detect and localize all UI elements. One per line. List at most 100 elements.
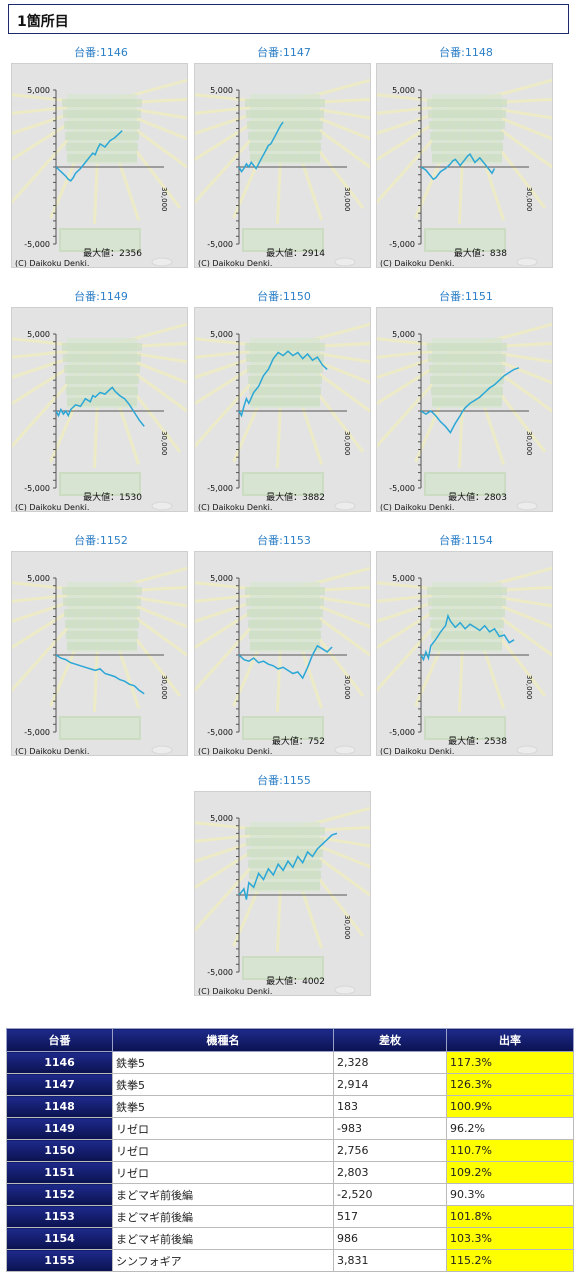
- max-value-label: 最大値：752: [272, 735, 325, 747]
- max-value-label: 最大値：3882: [266, 491, 325, 503]
- y-tick-label-bottom: -5,000: [389, 484, 415, 493]
- slump-graph: 5,000 -5,000 30,000 最大値：4002(C) Daikoku Den…: [195, 806, 370, 995]
- y-tick-label-bottom: -5,000: [389, 728, 415, 737]
- payout-rate-cell: 101.8%: [446, 1205, 574, 1228]
- machine-number-cell: 1152: [6, 1183, 113, 1206]
- difference-cell: 986: [333, 1227, 447, 1250]
- background-illustration: [195, 566, 370, 755]
- background-illustration: [377, 566, 552, 755]
- background-illustration: [12, 78, 187, 267]
- difference-cell: 2,803: [333, 1161, 447, 1184]
- payout-rate-cell: 109.2%: [446, 1161, 574, 1184]
- machine-number-cell: 1147: [6, 1073, 113, 1096]
- x-tick-label: 30,000: [160, 675, 168, 700]
- payout-rate-cell: 90.3%: [446, 1183, 574, 1206]
- table-row: 1153 まどマギ前後編 517 101.8%: [6, 1205, 574, 1228]
- section-title: 1箇所目: [17, 14, 69, 30]
- graph-title[interactable]: 台番:1146: [74, 46, 128, 59]
- machine-number-cell: 1154: [6, 1227, 113, 1250]
- graph-frame: 5,000 -5,000 30,000 最大値：752 (C) Daikoku Denk…: [194, 551, 371, 756]
- y-tick-label-top: 5,000: [210, 574, 233, 583]
- graph-title[interactable]: 台番:1149: [74, 290, 128, 303]
- max-value-label: 最大値：2538: [448, 735, 507, 747]
- copyright-text: (C) Daikoku Denki.: [198, 747, 272, 756]
- x-tick-label: 30,000: [525, 187, 533, 212]
- series-line: [55, 386, 145, 427]
- table-row: 1155 シンフォギア 3,831 115.2%: [6, 1249, 574, 1272]
- model-name-cell: まどマギ前後編: [112, 1227, 334, 1250]
- background-illustration: [377, 322, 552, 511]
- graph-title[interactable]: 台番:1152: [74, 534, 128, 547]
- y-tick-label-bottom: -5,000: [207, 240, 233, 249]
- machine-number-cell: 1153: [6, 1205, 113, 1228]
- header-machine-number: 台番: [6, 1028, 113, 1052]
- x-tick-label: 30,000: [160, 187, 168, 212]
- y-tick-label-bottom: -5,000: [24, 728, 50, 737]
- difference-cell: 183: [333, 1095, 447, 1118]
- difference-cell: 2,328: [333, 1051, 447, 1074]
- graph-title[interactable]: 台番:1150: [257, 290, 311, 303]
- graph-title[interactable]: 台番:1147: [257, 46, 311, 59]
- y-tick-label-bottom: -5,000: [24, 240, 50, 249]
- model-name-cell: まどマギ前後編: [112, 1183, 334, 1206]
- series-line: [55, 130, 123, 182]
- y-tick-label-top: 5,000: [27, 574, 50, 583]
- graph-frame: 5,000 -5,000 30,000 最大値：2803 (C) Daikoku Den…: [376, 307, 553, 512]
- slump-graph: 5,000 -5,000 30,000 最大値：2803(C) Daikoku Den…: [377, 322, 552, 511]
- graph-card: 台番:1154 5,000 -5,000 30,000 最大値：2538 (C) Daik…: [376, 533, 556, 757]
- table-row: 1151 リゼロ 2,803 109.2%: [6, 1161, 574, 1184]
- difference-cell: -2,520: [333, 1183, 447, 1206]
- difference-cell: -983: [333, 1117, 447, 1140]
- y-tick-label-top: 5,000: [27, 86, 50, 95]
- x-tick-label: 30,000: [343, 675, 351, 700]
- series-line: [420, 613, 515, 662]
- graph-frame: 5,000 -5,000 30,000 最大値：2538 (C) Daikoku Den…: [376, 551, 553, 756]
- graph-frame: 5,000 -5,000 30,000 最大値：2914 (C) Daikoku Den…: [194, 63, 371, 268]
- max-value-label: 最大値：2914: [266, 247, 325, 259]
- slump-graph: 5,000 -5,000 30,000 最大値：752(C) Daikoku Denk…: [195, 566, 370, 756]
- y-tick-label-bottom: -5,000: [24, 484, 50, 493]
- copyright-text: (C) Daikoku Denki.: [380, 259, 454, 268]
- y-tick-label-top: 5,000: [210, 814, 233, 823]
- graph-title[interactable]: 台番:1148: [439, 46, 493, 59]
- table-row: 1148 鉄拳5 183 100.9%: [6, 1095, 574, 1118]
- machine-number-cell: 1146: [6, 1051, 113, 1074]
- payout-rate-cell: 96.2%: [446, 1117, 574, 1140]
- y-tick-label-bottom: -5,000: [207, 968, 233, 977]
- payout-rate-cell: 103.3%: [446, 1227, 574, 1250]
- x-tick-label: 30,000: [343, 915, 351, 940]
- payout-rate-cell: 115.2%: [446, 1249, 574, 1272]
- table-header-row: 台番 機種名 差枚 出率: [6, 1028, 574, 1052]
- graph-card: 台番:1148 5,000 -5,000 30,000 最大値：838 (C) Daiko…: [376, 45, 556, 269]
- copyright-text: (C) Daikoku Denki.: [198, 259, 272, 268]
- graph-title[interactable]: 台番:1153: [257, 534, 311, 547]
- table-row: 1147 鉄拳5 2,914 126.3%: [6, 1073, 574, 1096]
- background-illustration: [195, 806, 370, 995]
- graph-card: 台番:1150 5,000 -5,000 30,000 最大値：3882 (C) Daik…: [194, 289, 374, 513]
- graph-title[interactable]: 台番:1155: [257, 774, 311, 787]
- difference-cell: 2,756: [333, 1139, 447, 1162]
- max-value-label: 最大値：838: [454, 247, 507, 259]
- copyright-text: (C) Daikoku Denki.: [15, 747, 89, 756]
- table-row: 1152 まどマギ前後編 -2,520 90.3%: [6, 1183, 574, 1206]
- y-tick-label-top: 5,000: [27, 330, 50, 339]
- y-tick-label-top: 5,000: [392, 330, 415, 339]
- series-line: [238, 121, 284, 173]
- graph-card: 台番:1153 5,000 -5,000 30,000 最大値：752 (C) Daiko…: [194, 533, 374, 757]
- model-name-cell: シンフォギア: [112, 1249, 334, 1272]
- x-tick-label: 30,000: [160, 431, 168, 456]
- difference-cell: 2,914: [333, 1073, 447, 1096]
- graph-card: 台番:1152 5,000 -5,000 30,000 (C) Daikoku Denk…: [11, 533, 191, 757]
- y-tick-label-top: 5,000: [210, 330, 233, 339]
- x-tick-label: 30,000: [343, 187, 351, 212]
- payout-rate-cell: 100.9%: [446, 1095, 574, 1118]
- graph-title[interactable]: 台番:1151: [439, 290, 493, 303]
- y-tick-label-bottom: -5,000: [207, 728, 233, 737]
- copyright-text: (C) Daikoku Denki.: [380, 747, 454, 756]
- model-name-cell: リゼロ: [112, 1161, 334, 1184]
- series-line: [238, 832, 338, 900]
- graph-frame: 5,000 -5,000 30,000 最大値：4002 (C) Daikoku Den…: [194, 791, 371, 996]
- model-name-cell: 鉄拳5: [112, 1073, 334, 1096]
- machine-number-cell: 1151: [6, 1161, 113, 1184]
- graph-title[interactable]: 台番:1154: [439, 534, 493, 547]
